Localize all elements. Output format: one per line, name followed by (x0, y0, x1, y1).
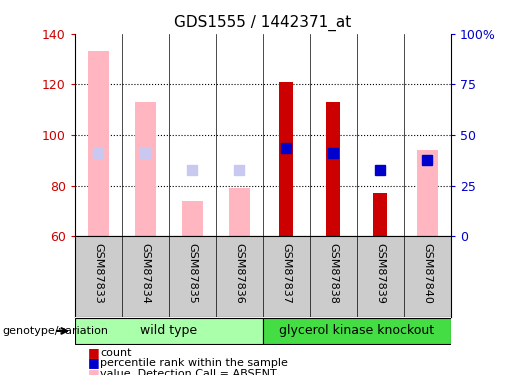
Bar (229, 188, 250, 236)
Text: GSM87833: GSM87833 (93, 243, 103, 303)
Text: GSM87840: GSM87840 (422, 243, 432, 304)
Text: count: count (100, 348, 132, 357)
Text: ■: ■ (88, 357, 99, 369)
Text: ■: ■ (88, 346, 99, 359)
Text: genotype/variation: genotype/variation (3, 326, 109, 336)
Text: wild type: wild type (140, 324, 197, 338)
Text: ■: ■ (88, 367, 99, 375)
Bar (88, 51, 109, 236)
Bar (182, 201, 203, 236)
Text: GSM87838: GSM87838 (328, 243, 338, 304)
Title: GDS1555 / 1442371_at: GDS1555 / 1442371_at (174, 15, 351, 31)
Text: GSM87836: GSM87836 (234, 243, 244, 303)
Bar (326, 102, 340, 236)
Text: GSM87835: GSM87835 (187, 243, 197, 303)
Text: glycerol kinase knockout: glycerol kinase knockout (279, 324, 434, 338)
Text: GSM87834: GSM87834 (140, 243, 150, 304)
Text: GSM87837: GSM87837 (281, 243, 291, 304)
Text: value, Detection Call = ABSENT: value, Detection Call = ABSENT (100, 369, 277, 375)
Text: percentile rank within the sample: percentile rank within the sample (100, 358, 288, 368)
Bar (279, 82, 293, 236)
Bar (75, 318, 263, 344)
Bar (263, 318, 451, 344)
Text: GSM87839: GSM87839 (375, 243, 385, 304)
Bar (134, 102, 156, 236)
Bar (417, 150, 438, 236)
Bar (373, 193, 387, 236)
